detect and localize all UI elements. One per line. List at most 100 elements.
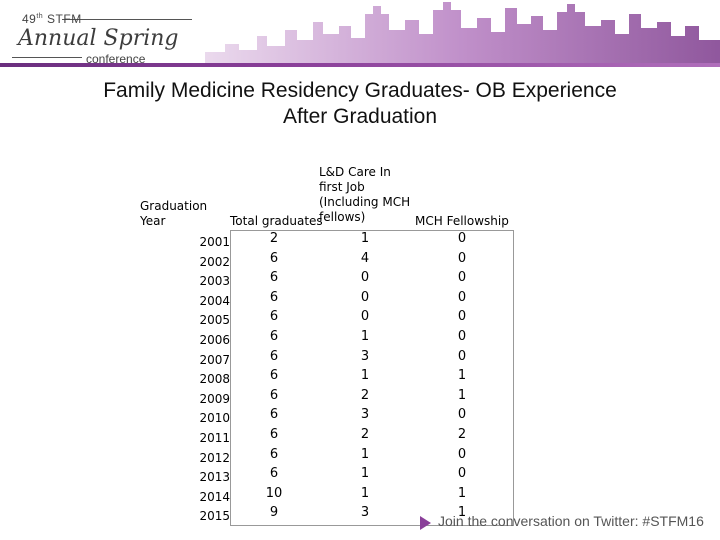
table-row: 2004 6 0 0 xyxy=(135,290,525,310)
col-header-ld-care: L&D Care In first Job (Including MCH fel… xyxy=(319,165,410,225)
col-header-year: Graduation Year xyxy=(140,199,207,229)
table-row: 2015 9 3 1 xyxy=(135,505,525,525)
ld-care-cell: 1 xyxy=(360,485,370,501)
logo-edition: 49th STFM xyxy=(22,12,82,26)
col-header-mch: MCH Fellowship xyxy=(415,214,509,228)
table-row: 2005 6 0 0 xyxy=(135,309,525,329)
footer-text: Join the conversation on Twitter: #STFM1… xyxy=(438,513,704,529)
year-cell: 2002 xyxy=(199,254,230,269)
year-cell: 2004 xyxy=(199,293,230,308)
col-header-total: Total graduates xyxy=(230,214,323,228)
twitter-footer: Join the conversation on Twitter: #STFM1… xyxy=(420,513,720,533)
ld-care-cell: 1 xyxy=(360,329,370,344)
mch-cell: 0 xyxy=(457,446,467,462)
graduates-table: Graduation Year Total graduates L&D Care… xyxy=(135,165,525,526)
year-cell: 2014 xyxy=(199,489,230,504)
table-row: 2014 10 1 1 xyxy=(135,486,525,506)
year-cell: 2003 xyxy=(199,274,230,289)
year-cell: 2011 xyxy=(199,431,230,445)
col-header-year-line1: Graduation xyxy=(140,199,208,213)
total-cell: 6 xyxy=(269,309,279,325)
logo-org: STFM xyxy=(47,12,82,26)
col-header-ld-line1: L&D Care In xyxy=(319,165,391,179)
mch-cell: 0 xyxy=(457,270,467,286)
mch-cell: 0 xyxy=(457,289,467,305)
total-cell: 9 xyxy=(269,505,279,521)
logo-edition-number: 49 xyxy=(22,12,37,26)
total-cell: 6 xyxy=(269,466,279,482)
mch-cell: 1 xyxy=(457,368,467,384)
table-row: 2012 6 1 0 xyxy=(135,447,525,467)
table-row: 2002 6 4 0 xyxy=(135,251,525,271)
ld-care-cell: 2 xyxy=(360,427,370,442)
total-cell: 6 xyxy=(269,250,279,266)
header-divider-bar xyxy=(0,63,720,67)
total-cell: 6 xyxy=(269,387,279,403)
logo-subtitle: conference xyxy=(86,52,146,66)
slide-title-line2: After Graduation xyxy=(282,105,438,128)
ld-care-cell: 3 xyxy=(360,348,370,364)
mch-cell: 0 xyxy=(457,250,467,266)
mch-cell: 0 xyxy=(457,407,467,423)
logo-rule-top xyxy=(62,19,192,20)
year-cell: 2013 xyxy=(199,470,230,485)
table-row: 2008 6 1 1 xyxy=(135,368,525,388)
city-skyline-graphic xyxy=(205,2,720,64)
ld-care-cell: 1 xyxy=(360,466,370,482)
ld-care-cell: 3 xyxy=(360,407,370,423)
mch-cell: 1 xyxy=(457,387,467,403)
total-cell: 2 xyxy=(269,231,279,246)
col-header-ld-line4: fellows) xyxy=(319,210,366,224)
slide-header: 49th STFM Annual Spring conference xyxy=(0,0,720,68)
col-header-year-line2: Year xyxy=(140,214,166,228)
ld-care-cell: 0 xyxy=(360,289,370,305)
year-cell: 2008 xyxy=(199,372,230,387)
total-cell: 6 xyxy=(269,407,279,423)
total-cell: 6 xyxy=(269,427,279,442)
mch-cell: 2 xyxy=(457,427,467,442)
year-cell: 2009 xyxy=(199,391,230,406)
table-row: 2006 6 1 0 xyxy=(135,329,525,349)
slide-title-line1: Family Medicine Residency Graduates- OB … xyxy=(103,79,617,102)
mch-cell: 0 xyxy=(457,329,467,344)
ld-care-cell: 1 xyxy=(360,231,370,246)
total-cell: 6 xyxy=(269,270,279,286)
col-header-ld-line2: first Job xyxy=(319,180,365,194)
mch-cell: 0 xyxy=(457,309,467,325)
ld-care-cell: 0 xyxy=(360,270,370,286)
total-cell: 6 xyxy=(269,368,279,384)
table-row: 2007 6 3 0 xyxy=(135,349,525,369)
table-body-border xyxy=(230,230,514,526)
ld-care-cell: 1 xyxy=(360,446,370,462)
col-header-ld-line3: (Including MCH xyxy=(319,195,411,209)
year-cell: 2007 xyxy=(199,352,230,367)
table-row: 2013 6 1 0 xyxy=(135,466,525,486)
ld-care-cell: 4 xyxy=(360,250,370,266)
mch-cell: 0 xyxy=(457,348,467,364)
logo-edition-suffix: th xyxy=(36,13,44,20)
total-cell: 10 xyxy=(265,485,283,501)
table-row: 2011 6 2 2 xyxy=(135,427,525,447)
slide-title: Family Medicine Residency Graduates- OB … xyxy=(30,78,690,130)
mch-cell: 1 xyxy=(457,485,467,501)
total-cell: 6 xyxy=(269,289,279,305)
logo-script-title: Annual Spring xyxy=(18,26,179,51)
year-cell: 2015 xyxy=(199,509,230,524)
ld-care-cell: 0 xyxy=(360,309,370,325)
year-cell: 2010 xyxy=(199,411,230,426)
table-row: 2003 6 0 0 xyxy=(135,270,525,290)
total-cell: 6 xyxy=(269,329,279,344)
total-cell: 6 xyxy=(269,446,279,462)
play-arrow-icon xyxy=(420,516,431,530)
table-row: 2009 6 2 1 xyxy=(135,388,525,408)
year-cell: 2001 xyxy=(199,235,230,249)
ld-care-cell: 3 xyxy=(360,505,370,521)
year-cell: 2006 xyxy=(199,333,230,347)
mch-cell: 0 xyxy=(457,231,467,246)
stfm-conference-logo: 49th STFM Annual Spring conference xyxy=(12,10,192,66)
year-cell: 2012 xyxy=(199,450,230,465)
ld-care-cell: 1 xyxy=(360,368,370,384)
logo-rule-bottom xyxy=(12,57,82,58)
mch-cell: 1 xyxy=(457,505,467,521)
ld-care-cell: 2 xyxy=(360,387,370,403)
